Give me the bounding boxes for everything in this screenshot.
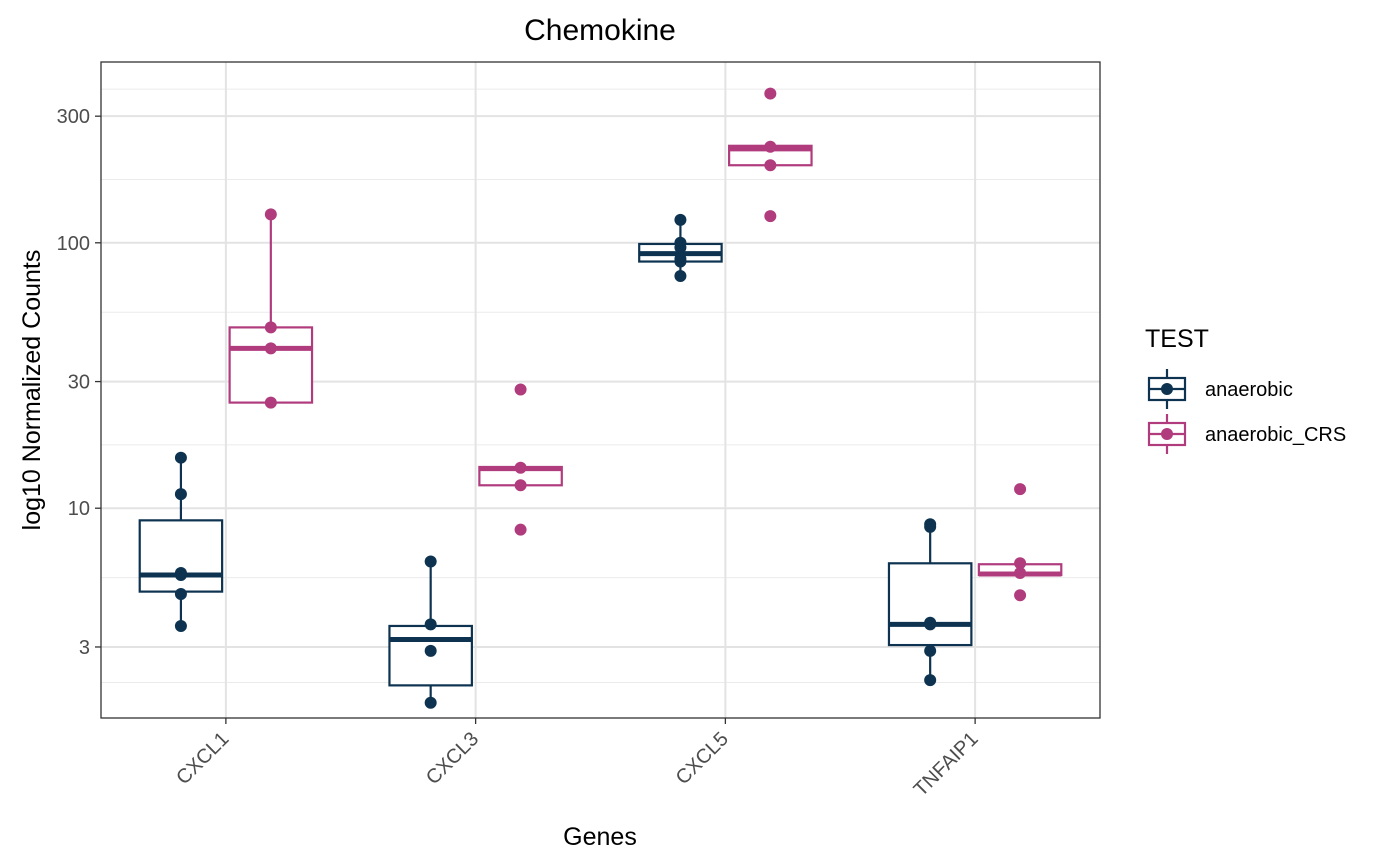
x-tick-label-cxcl3: CXCL3 <box>422 728 483 789</box>
data-point <box>174 451 187 464</box>
y-tick-label: 100 <box>57 233 90 255</box>
y-tick-label: 3 <box>79 637 90 659</box>
data-point <box>924 618 937 631</box>
box-layer <box>138 87 1063 709</box>
data-point <box>1014 483 1027 496</box>
data-point <box>674 255 687 268</box>
data-point <box>764 140 777 153</box>
data-point <box>424 555 437 568</box>
panel-border <box>100 61 1101 719</box>
box-cxcl1-anaerobic-crs <box>228 208 314 409</box>
data-point <box>264 321 277 334</box>
plot-panel <box>100 61 1101 719</box>
data-point <box>174 619 187 632</box>
x-tick-label-cxcl1: CXCL1 <box>172 728 233 789</box>
data-point <box>264 208 277 221</box>
data-point <box>424 644 437 657</box>
chart-title: Chemokine <box>524 14 676 47</box>
y-tick-label: 300 <box>57 106 90 128</box>
legend-key-point <box>1161 428 1173 440</box>
box-cxcl3-anaerobic <box>388 555 473 709</box>
x-axis-title: Genes <box>563 823 637 851</box>
data-point <box>174 488 187 501</box>
legend-key-point <box>1161 383 1173 395</box>
x-tick-label-cxcl5: CXCL5 <box>672 728 733 789</box>
legend-title: TEST <box>1145 325 1209 353</box>
box-iqr <box>228 326 314 404</box>
data-point <box>514 461 527 474</box>
data-point <box>174 569 187 582</box>
data-point <box>1014 589 1027 602</box>
data-point <box>264 396 277 409</box>
legend-key-anaerobic-crs <box>1147 414 1187 454</box>
legend-label-anaerobic: anaerobic <box>1205 379 1293 401</box>
y-axis-title: log10 Normalized Counts <box>18 250 46 531</box>
legend-key-anaerobic <box>1147 369 1187 409</box>
box-cxcl5-anaerobic <box>638 213 723 282</box>
box-cxcl1-anaerobic <box>138 451 224 632</box>
data-point <box>514 383 527 396</box>
data-point <box>174 588 187 601</box>
x-tick-label-tnfaip1: TNFAIP1 <box>910 728 983 801</box>
data-point <box>924 644 937 657</box>
box-cxcl5-anaerobic-crs <box>728 87 813 223</box>
box-tnfaip1-anaerobic-crs <box>977 483 1063 602</box>
data-point <box>764 159 777 172</box>
data-point <box>424 618 437 631</box>
x-axis: CXCL1 CXCL3 CXCL5 TNFAIP1 <box>172 718 983 801</box>
data-point <box>264 342 277 355</box>
data-point <box>924 674 937 687</box>
box-tnfaip1-anaerobic <box>887 518 973 687</box>
data-point <box>514 479 527 492</box>
legend-label-anaerobic-crs: anaerobic_CRS <box>1205 424 1346 446</box>
data-point <box>674 269 687 282</box>
data-point <box>1014 557 1027 570</box>
legend: TEST anaerobic anaerobic_CRS <box>1145 325 1346 454</box>
data-point <box>424 696 437 709</box>
data-point <box>764 87 777 100</box>
data-point <box>674 241 687 254</box>
y-axis: 3 10 30 100 300 <box>57 106 101 659</box>
data-point <box>1014 566 1027 579</box>
data-point <box>924 520 937 533</box>
data-point <box>514 523 527 536</box>
box-cxcl3-anaerobic-crs <box>478 383 563 536</box>
data-point <box>764 210 777 223</box>
y-tick-label: 30 <box>68 372 90 394</box>
box-iqr <box>887 562 973 647</box>
y-tick-label: 10 <box>68 498 90 520</box>
minor-gridlines <box>101 88 1100 683</box>
data-point <box>674 213 687 226</box>
